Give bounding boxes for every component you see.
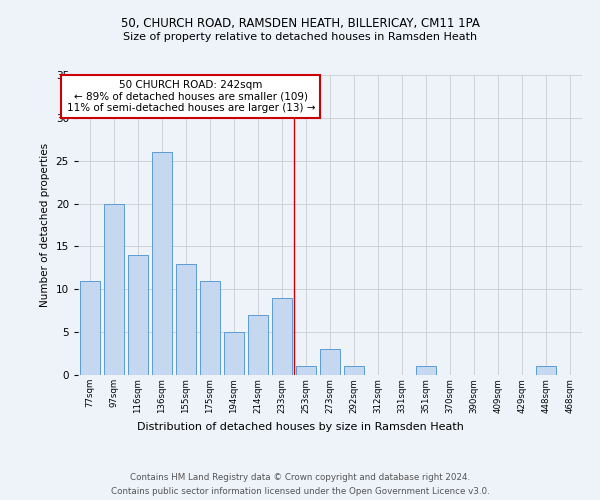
Text: Contains HM Land Registry data © Crown copyright and database right 2024.: Contains HM Land Registry data © Crown c… xyxy=(130,472,470,482)
Bar xyxy=(128,255,148,375)
Bar xyxy=(200,280,220,375)
Bar xyxy=(344,366,364,375)
Bar xyxy=(416,366,436,375)
Text: Size of property relative to detached houses in Ramsden Heath: Size of property relative to detached ho… xyxy=(123,32,477,42)
Text: 50, CHURCH ROAD, RAMSDEN HEATH, BILLERICAY, CM11 1PA: 50, CHURCH ROAD, RAMSDEN HEATH, BILLERIC… xyxy=(121,18,479,30)
Bar xyxy=(272,298,292,375)
Bar xyxy=(248,315,268,375)
Bar xyxy=(176,264,196,375)
Bar xyxy=(536,366,556,375)
Bar xyxy=(296,366,316,375)
Bar xyxy=(224,332,244,375)
Text: Distribution of detached houses by size in Ramsden Heath: Distribution of detached houses by size … xyxy=(137,422,463,432)
Text: Contains public sector information licensed under the Open Government Licence v3: Contains public sector information licen… xyxy=(110,488,490,496)
Text: 50 CHURCH ROAD: 242sqm
← 89% of detached houses are smaller (109)
11% of semi-de: 50 CHURCH ROAD: 242sqm ← 89% of detached… xyxy=(67,80,315,113)
Bar xyxy=(104,204,124,375)
Bar xyxy=(80,280,100,375)
Y-axis label: Number of detached properties: Number of detached properties xyxy=(40,143,50,307)
Bar xyxy=(320,350,340,375)
Bar xyxy=(152,152,172,375)
